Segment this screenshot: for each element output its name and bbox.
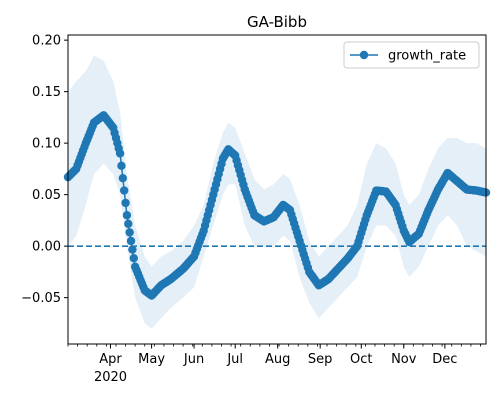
y-tick-label: 0.15 <box>32 85 61 100</box>
legend: growth_rate <box>343 41 480 69</box>
x-tick-label: Dec <box>432 352 457 367</box>
y-tick-label: −0.05 <box>21 291 61 306</box>
series-point-growth-rate <box>119 186 129 195</box>
chart-title: GA-Bibb <box>247 13 307 31</box>
legend-label-growth-rate: growth_rate <box>388 49 466 64</box>
axes: −0.05 0.00 0.05 0.10 0.15 0.20 Apr 2020 May Jun Ju… <box>21 34 487 385</box>
series-point-growth-rate <box>128 245 137 254</box>
series-point-growth-rate <box>115 149 125 158</box>
series-point-growth-rate <box>125 228 134 237</box>
series-point-growth-rate <box>122 211 132 220</box>
series-point-growth-rate <box>126 236 136 246</box>
legend-box <box>343 41 480 69</box>
uncertainty-band-layer <box>68 55 486 329</box>
x-tick-label: Sep <box>308 352 333 367</box>
series-point-growth-rate <box>121 198 130 208</box>
x-tick-label: Jun <box>183 352 204 367</box>
x-tick-label: Jul <box>226 352 243 367</box>
x-tick-label: Nov <box>391 352 417 367</box>
x-tick-label: Aug <box>265 352 290 367</box>
y-tick-label: 0.20 <box>32 34 61 49</box>
y-tick-label: 0.10 <box>32 137 61 152</box>
x-tick-label: Apr <box>99 352 122 367</box>
plot-frame <box>67 34 487 345</box>
series-point-growth-rate <box>129 253 138 263</box>
series-point-growth-rate <box>124 219 133 229</box>
series-point-growth-rate <box>117 161 126 171</box>
series-layer <box>63 111 491 300</box>
x-tick-label: Oct <box>350 352 372 367</box>
x-tick-label: May <box>138 352 165 367</box>
x-tick-year-label: 2020 <box>94 370 127 385</box>
y-tick-label: 0.05 <box>32 188 61 203</box>
y-tick-label: 0.00 <box>32 240 61 255</box>
series-point-growth-rate <box>118 173 128 183</box>
uncertainty-band <box>68 55 486 329</box>
legend-marker-swatch <box>359 50 369 60</box>
